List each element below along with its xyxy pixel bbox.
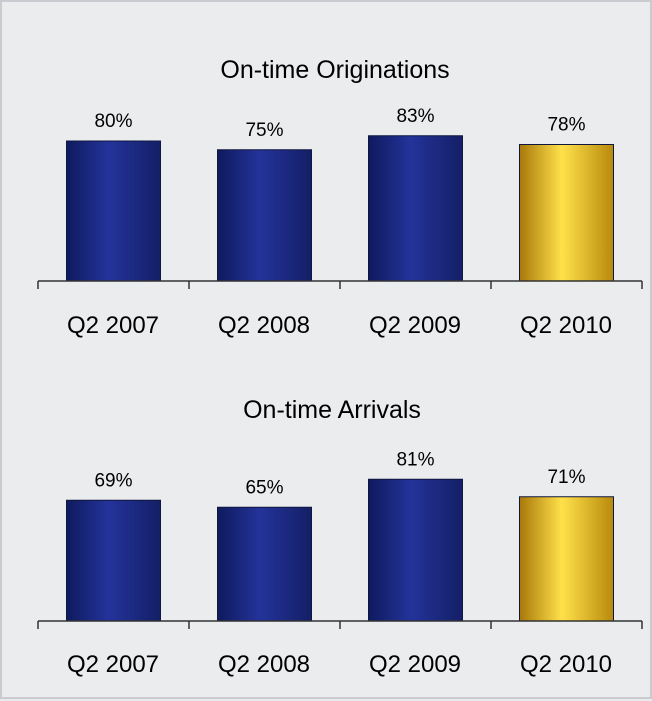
data-label: 81%: [396, 449, 434, 470]
chart-title: On-time Originations: [220, 56, 449, 84]
x-tick-label: Q2 2009: [369, 312, 461, 339]
x-tick-label: Q2 2009: [369, 651, 461, 678]
bar-q2-2009: [368, 478, 463, 622]
x-tick-label: Q2 2007: [67, 651, 159, 678]
x-tick-label: Q2 2010: [520, 312, 612, 339]
chart-title: On-time Arrivals: [243, 396, 421, 424]
data-label: 78%: [547, 115, 585, 136]
bar-q2-2008: [217, 149, 312, 282]
data-label: 75%: [245, 120, 283, 141]
data-label: 80%: [94, 111, 132, 132]
bar-group: 69% 65% 81% 71%: [66, 449, 614, 622]
x-tick-label: Q2 2007: [67, 312, 159, 339]
bar-q2-2007: [66, 499, 161, 622]
x-tick-label: Q2 2010: [520, 651, 612, 678]
x-tick-label: Q2 2008: [218, 651, 310, 678]
x-tick-label: Q2 2008: [218, 312, 310, 339]
bar-q2-2008: [217, 506, 312, 622]
chart-originations: On-time Originations 80% 75% 83% 78% Q2 200…: [37, 56, 643, 339]
data-label: 69%: [94, 470, 132, 491]
data-label: 71%: [547, 467, 585, 488]
bar-q2-2009: [368, 135, 463, 282]
data-label: 65%: [245, 477, 283, 498]
bar-q2-2007: [66, 140, 161, 282]
data-label: 83%: [396, 106, 434, 127]
bar-q2-2010: [519, 496, 614, 622]
bar-q2-2010: [519, 144, 614, 282]
bar-group: 80% 75% 83% 78%: [66, 106, 614, 282]
chart-arrivals: On-time Arrivals 69% 65% 81% 71% Q2 2007 Q2…: [37, 396, 643, 678]
